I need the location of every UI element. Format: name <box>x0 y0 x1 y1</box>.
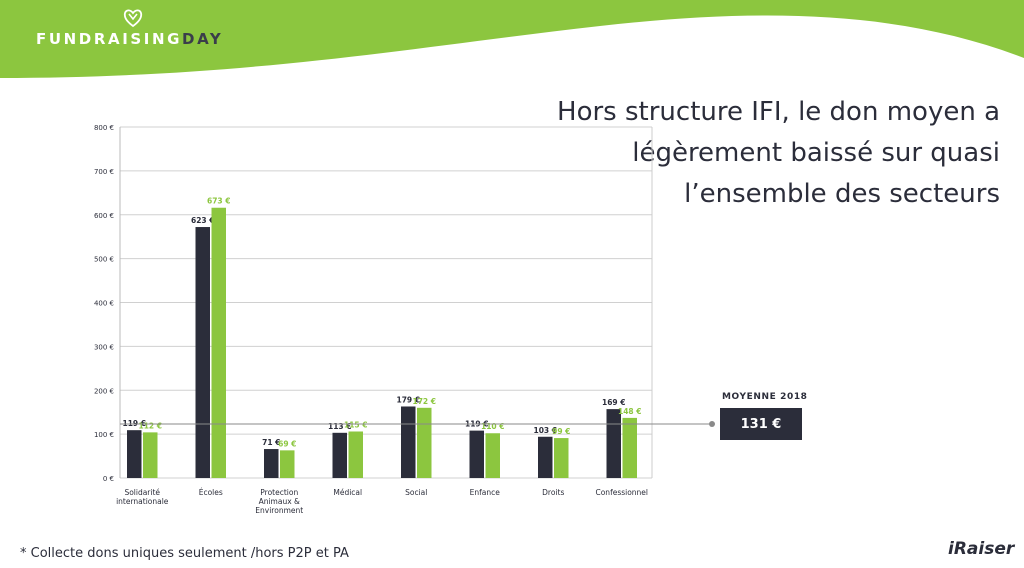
iraiser-logo: iRaiser <box>948 539 1015 559</box>
x-category-label: Médical <box>333 488 362 497</box>
bar <box>143 432 158 478</box>
x-category-label: Confessionnel <box>595 488 648 497</box>
data-label: 69 € <box>278 439 296 448</box>
data-label: 99 € <box>552 427 570 436</box>
data-label: 71 € <box>262 438 280 447</box>
data-label: 112 € <box>139 421 163 430</box>
data-label: 172 € <box>413 397 437 406</box>
bar <box>348 431 363 478</box>
bar <box>401 406 416 478</box>
data-label: 179 € <box>397 395 421 404</box>
slide-title-line: Hors structure IFI, le don moyen a <box>557 97 1000 127</box>
slide-title: Hors structure IFI, le don moyen a légèr… <box>540 92 1000 215</box>
bar <box>622 417 637 478</box>
bar <box>417 407 432 478</box>
data-label: 169 € <box>602 398 626 407</box>
header-wave <box>0 0 1024 78</box>
data-label: 673 € <box>207 197 231 206</box>
brand-name-part2: DAY <box>182 30 224 48</box>
y-tick-label: 400 € <box>94 300 114 308</box>
brand-name-part1: FUNDRAISING <box>36 30 183 48</box>
x-category-label: Enfance <box>470 488 501 497</box>
bar-chart: 0 € 100 € 200 € 300 € 400 € 500 € 600 € 700 € 80… <box>94 124 715 515</box>
x-category-label: Animaux & <box>259 497 300 506</box>
y-tick-label: 0 € <box>103 475 114 483</box>
bar <box>211 207 226 478</box>
footnote: * Collecte dons uniques seulement /hors … <box>20 546 349 561</box>
bar <box>332 432 347 478</box>
y-tick-label: 200 € <box>94 387 114 395</box>
bar <box>264 449 279 478</box>
x-category-label: Protection <box>260 488 298 497</box>
brand-name: FUNDRAISINGDAY <box>36 30 223 48</box>
x-category-label: Droits <box>542 488 564 497</box>
average-value: 131 € <box>740 416 782 432</box>
y-tick-label: 500 € <box>94 256 114 264</box>
average-reference-dot <box>709 421 715 428</box>
bar <box>554 438 569 478</box>
bar <box>485 433 500 478</box>
bar <box>469 430 484 478</box>
data-label: 110 € <box>481 422 505 431</box>
x-category-label: Solidarité <box>124 488 160 497</box>
x-category-label: Social <box>405 488 427 497</box>
x-category-label: internationale <box>116 497 169 506</box>
average-value-box: 131 € <box>720 408 802 440</box>
y-tick-label: 300 € <box>94 343 114 351</box>
bar <box>280 450 295 478</box>
y-tick-label: 700 € <box>94 168 114 176</box>
heart-leaf-icon <box>123 9 143 28</box>
average-label: MOYENNE 2018 <box>722 392 808 402</box>
slide-title-line: légèrement baissé sur quasi <box>632 138 1000 168</box>
data-label: 103 € <box>534 426 558 435</box>
brand-logo: FUNDRAISINGDAY <box>36 8 236 52</box>
y-tick-label: 100 € <box>94 431 114 439</box>
bar <box>195 227 210 478</box>
x-category-label: Écoles <box>199 488 223 497</box>
data-label: 113 € <box>328 422 352 431</box>
slide-title-line: l’ensemble des secteurs <box>684 179 1000 209</box>
bar <box>127 430 142 478</box>
y-tick-label: 800 € <box>94 124 114 132</box>
x-category-label: Environment <box>255 506 303 515</box>
y-tick-label: 600 € <box>94 212 114 220</box>
data-label: 115 € <box>344 420 368 429</box>
data-label: 623 € <box>191 216 215 225</box>
data-label: 148 € <box>618 407 642 416</box>
bar <box>538 436 553 478</box>
bar <box>606 409 621 478</box>
